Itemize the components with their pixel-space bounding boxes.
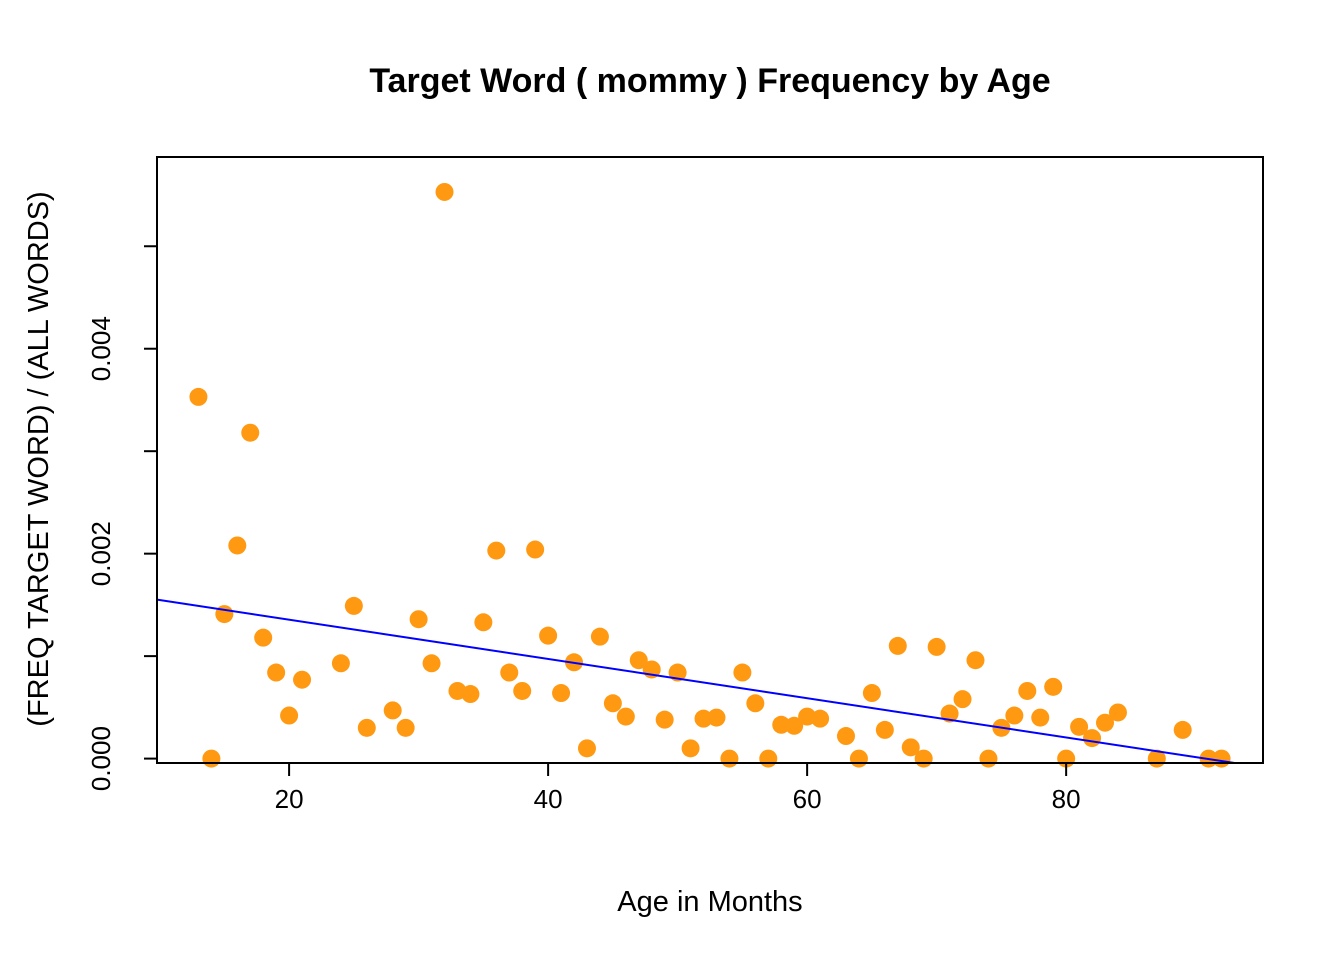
data-point: [293, 670, 312, 689]
data-point: [979, 749, 998, 768]
data-point: [1070, 717, 1089, 736]
data-point: [1018, 681, 1037, 700]
data-point: [707, 708, 726, 727]
data-point: [280, 706, 299, 725]
data-point: [875, 720, 894, 739]
data-point: [681, 739, 700, 758]
data-point: [720, 749, 739, 768]
data-point: [1108, 703, 1127, 722]
data-point: [901, 738, 920, 757]
data-point: [811, 709, 830, 728]
x-axis: 20 40 60 80: [275, 762, 1081, 814]
data-point: [422, 654, 441, 673]
data-point: [1005, 706, 1024, 725]
data-point: [357, 718, 376, 737]
data-point: [383, 701, 402, 720]
data-point: [772, 715, 791, 734]
data-point: [539, 626, 558, 645]
data-point: [241, 423, 260, 442]
data-point: [616, 707, 635, 726]
plot-area: [157, 182, 1242, 768]
data-point: [849, 749, 868, 768]
data-point: [914, 749, 933, 768]
data-point: [953, 690, 972, 709]
data-point: [1031, 708, 1050, 727]
data-point: [215, 605, 234, 624]
x-tick-label: 20: [275, 784, 304, 814]
data-point: [474, 613, 493, 632]
y-tick-label: 0.002: [86, 521, 116, 586]
data-point: [927, 637, 946, 656]
data-point: [629, 651, 648, 670]
data-point: [552, 684, 571, 703]
data-point: [500, 663, 519, 682]
data-point: [590, 627, 609, 646]
y-axis-label: (FREQ TARGET WORD) / (ALL WORDS): [23, 191, 55, 726]
data-point: [487, 541, 506, 560]
data-point: [267, 663, 286, 682]
y-tick-label: 0.000: [86, 726, 116, 791]
x-axis-label: Age in Months: [617, 886, 802, 918]
data-point: [513, 681, 532, 700]
data-point: [733, 663, 752, 682]
chart-title: Target Word ( mommy ) Frequency by Age: [369, 62, 1050, 100]
data-point: [189, 387, 208, 406]
data-point: [862, 684, 881, 703]
y-tick-label: 0.004: [86, 316, 116, 381]
data-point: [396, 718, 415, 737]
data-point: [202, 749, 221, 768]
data-point: [836, 727, 855, 746]
data-point: [603, 694, 622, 713]
x-tick-label: 80: [1052, 784, 1081, 814]
data-point: [694, 709, 713, 728]
plot-frame: [156, 156, 1264, 764]
data-point: [746, 694, 765, 713]
data-point: [461, 685, 480, 704]
data-point: [785, 716, 804, 735]
data-point: [409, 610, 428, 629]
data-point: [254, 628, 273, 647]
y-axis: 0.000 0.002 0.004: [86, 245, 158, 791]
data-point: [526, 540, 545, 559]
data-point: [228, 536, 247, 555]
data-point: [435, 182, 454, 201]
data-point: [655, 710, 674, 729]
regression-line: [157, 598, 1242, 763]
data-point: [1173, 720, 1192, 739]
data-point: [1083, 729, 1102, 748]
data-point: [966, 651, 985, 670]
data-point: [344, 596, 363, 615]
data-point: [577, 739, 596, 758]
data-point: [331, 654, 350, 673]
data-point: [1096, 713, 1114, 732]
data-point: [1044, 677, 1063, 696]
data-point: [759, 749, 778, 768]
x-tick-label: 40: [534, 784, 563, 814]
data-point: [888, 636, 907, 655]
x-tick-label: 60: [793, 784, 822, 814]
data-point: [940, 704, 959, 723]
data-point: [1212, 749, 1231, 768]
